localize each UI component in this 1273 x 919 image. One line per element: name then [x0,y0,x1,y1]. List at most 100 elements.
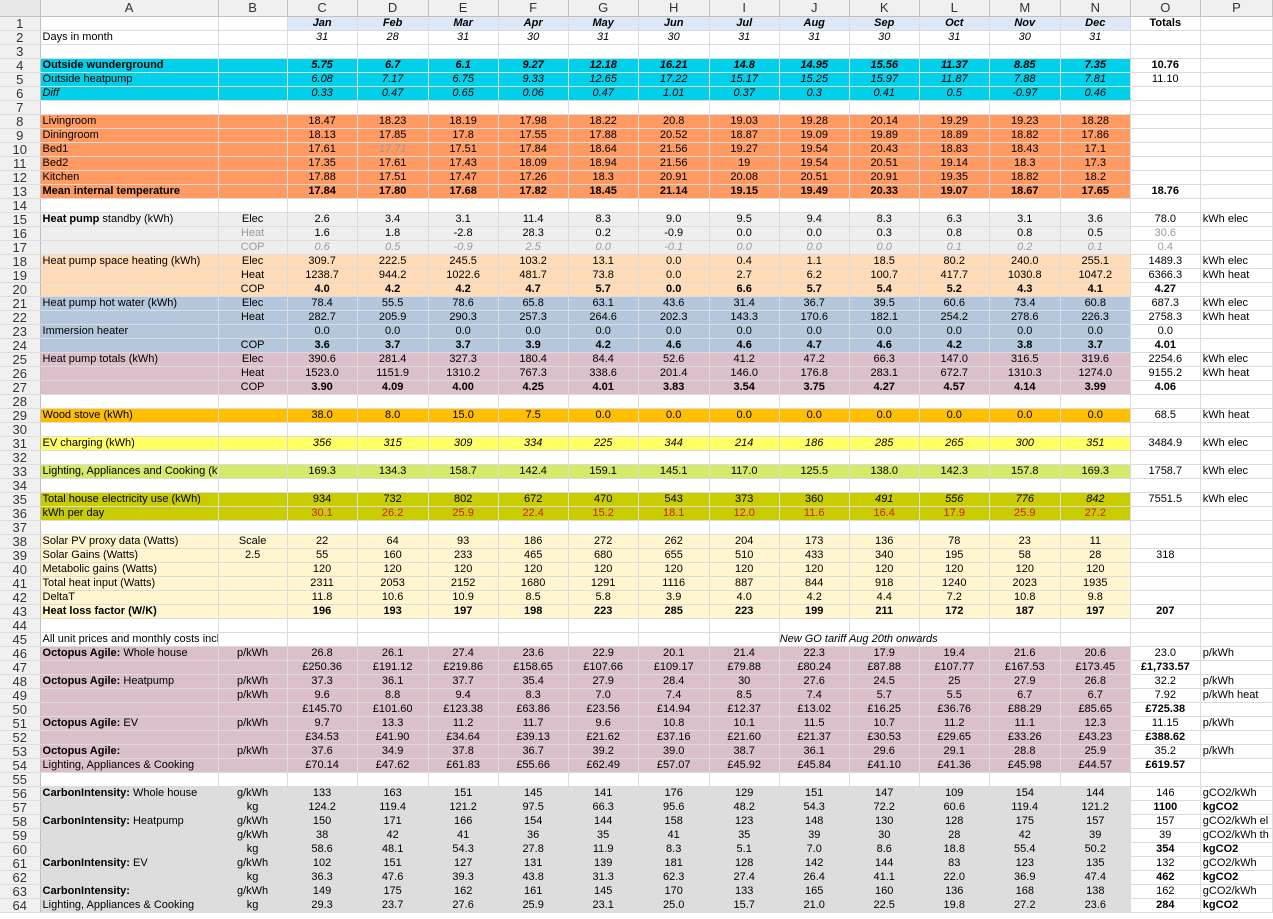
cell-m33[interactable]: 157.8 [989,464,1061,479]
cell-d3[interactable] [357,44,429,59]
cell-i12[interactable]: 20.08 [709,170,780,185]
row-header[interactable]: 33 [0,464,41,479]
cell-a39[interactable]: Solar Gains (Watts) [40,548,219,563]
cell-h44[interactable] [638,618,710,633]
cell-j55[interactable] [779,772,850,787]
cell-n13[interactable]: 17.65 [1060,184,1131,199]
cell-j39[interactable]: 433 [779,548,850,563]
cell-p64[interactable]: kgCO2 [1200,898,1273,913]
cell-b20[interactable]: COP [218,282,288,297]
cell-f53[interactable]: 36.7 [498,744,569,759]
cell-f17[interactable]: 2.5 [498,240,569,255]
cell-i56[interactable]: 129 [709,786,780,801]
cell-m41[interactable]: 2023 [989,576,1061,591]
cell-k15[interactable]: 8.3 [849,212,920,227]
cell-i3[interactable] [709,44,780,59]
cell-m21[interactable]: 73.4 [989,296,1061,311]
column-header-j[interactable]: J [779,0,850,17]
cell-a44[interactable] [40,618,219,633]
cell-j60[interactable]: 7.0 [779,842,850,857]
cell-a22[interactable] [40,310,219,325]
cell-a62[interactable] [40,870,219,885]
cell-l44[interactable] [919,618,990,633]
cell-f26[interactable]: 767.3 [498,366,569,381]
cell-h28[interactable] [638,394,710,409]
cell-m57[interactable]: 119.4 [989,800,1061,815]
cell-b3[interactable] [218,44,288,59]
cell-e36[interactable]: 25.9 [428,506,499,521]
cell-i21[interactable]: 31.4 [709,296,780,311]
cell-a6[interactable]: Diff [40,86,219,101]
cell-d22[interactable]: 205.9 [357,310,429,325]
row-header[interactable]: 15 [0,212,41,227]
cell-h22[interactable]: 202.3 [638,310,710,325]
cell-e32[interactable] [428,450,499,465]
cell-l2[interactable]: 31 [919,30,990,45]
row-header[interactable]: 62 [0,870,41,885]
cell-a21[interactable]: Heat pump hot water (kWh) [40,296,219,311]
cell-l54[interactable]: £41.36 [919,758,990,773]
cell-m28[interactable] [989,394,1061,409]
cell-k45[interactable] [849,632,920,647]
cell-m30[interactable] [989,422,1061,437]
cell-m13[interactable]: 18.67 [989,184,1061,199]
cell-n33[interactable]: 169.3 [1060,464,1131,479]
cell-h37[interactable] [638,520,710,535]
cell-a12[interactable]: Kitchen [40,170,219,185]
cell-b46[interactable]: p/kWh [218,646,288,661]
cell-b37[interactable] [218,520,288,535]
column-header-l[interactable]: L [919,0,990,17]
column-header-k[interactable]: K [849,0,920,17]
cell-b9[interactable] [218,128,288,143]
cell-l51[interactable]: 11.2 [919,716,990,731]
cell-k2[interactable]: 30 [849,30,920,45]
cell-o31[interactable]: 3484.9 [1130,436,1201,451]
cell-i16[interactable]: 0.0 [709,226,780,241]
cell-k37[interactable] [849,520,920,535]
cell-a41[interactable]: Total heat input (Watts) [40,576,219,591]
cell-o47[interactable]: £1,733.57 [1130,660,1201,675]
cell-h19[interactable]: 0.0 [638,268,710,283]
cell-a16[interactable] [40,226,219,241]
cell-k57[interactable]: 72.2 [849,800,920,815]
row-header[interactable]: 23 [0,324,41,339]
cell-l6[interactable]: 0.5 [919,86,990,101]
cell-e64[interactable]: 27.6 [428,898,499,913]
cell-o55[interactable] [1130,772,1201,787]
cell-n2[interactable]: 31 [1060,30,1131,45]
cell-l48[interactable]: 25 [919,674,990,689]
cell-c44[interactable] [287,618,358,633]
cell-c11[interactable]: 17.35 [287,156,358,171]
cell-g19[interactable]: 73.8 [568,268,639,283]
cell-a58[interactable]: CarbonIntensity: Heatpump [40,814,219,829]
cell-g20[interactable]: 5.7 [568,282,639,297]
cell-k1[interactable]: Sep [849,16,920,31]
cell-k42[interactable]: 4.4 [849,590,920,605]
cell-l23[interactable]: 0.0 [919,324,990,339]
cell-e62[interactable]: 39.3 [428,870,499,885]
cell-n28[interactable] [1060,394,1131,409]
cell-d16[interactable]: 1.8 [357,226,429,241]
cell-i18[interactable]: 0.4 [709,254,780,269]
cell-j20[interactable]: 5.7 [779,282,850,297]
cell-e19[interactable]: 1022.6 [428,268,499,283]
cell-i45[interactable]: New GO tariff Aug 20th onwards [709,632,938,647]
cell-g42[interactable]: 5.8 [568,590,639,605]
cell-m7[interactable] [989,100,1061,115]
cell-a25[interactable]: Heat pump totals (kWh) [40,352,219,367]
row-header[interactable]: 13 [0,184,41,199]
cell-a18[interactable]: Heat pump space heating (kWh) [40,254,219,269]
cell-l24[interactable]: 4.2 [919,338,990,353]
cell-l47[interactable]: £107.77 [919,660,990,675]
cell-b19[interactable]: Heat [218,268,288,283]
cell-n10[interactable]: 17.1 [1060,142,1131,157]
cell-o16[interactable]: 30.6 [1130,226,1201,241]
cell-f7[interactable] [498,100,569,115]
cell-o28[interactable] [1130,394,1201,409]
cell-i58[interactable]: 123 [709,814,780,829]
cell-n32[interactable] [1060,450,1131,465]
cell-j7[interactable] [779,100,850,115]
cell-g22[interactable]: 264.6 [568,310,639,325]
cell-a34[interactable] [40,478,219,493]
cell-i22[interactable]: 143.3 [709,310,780,325]
